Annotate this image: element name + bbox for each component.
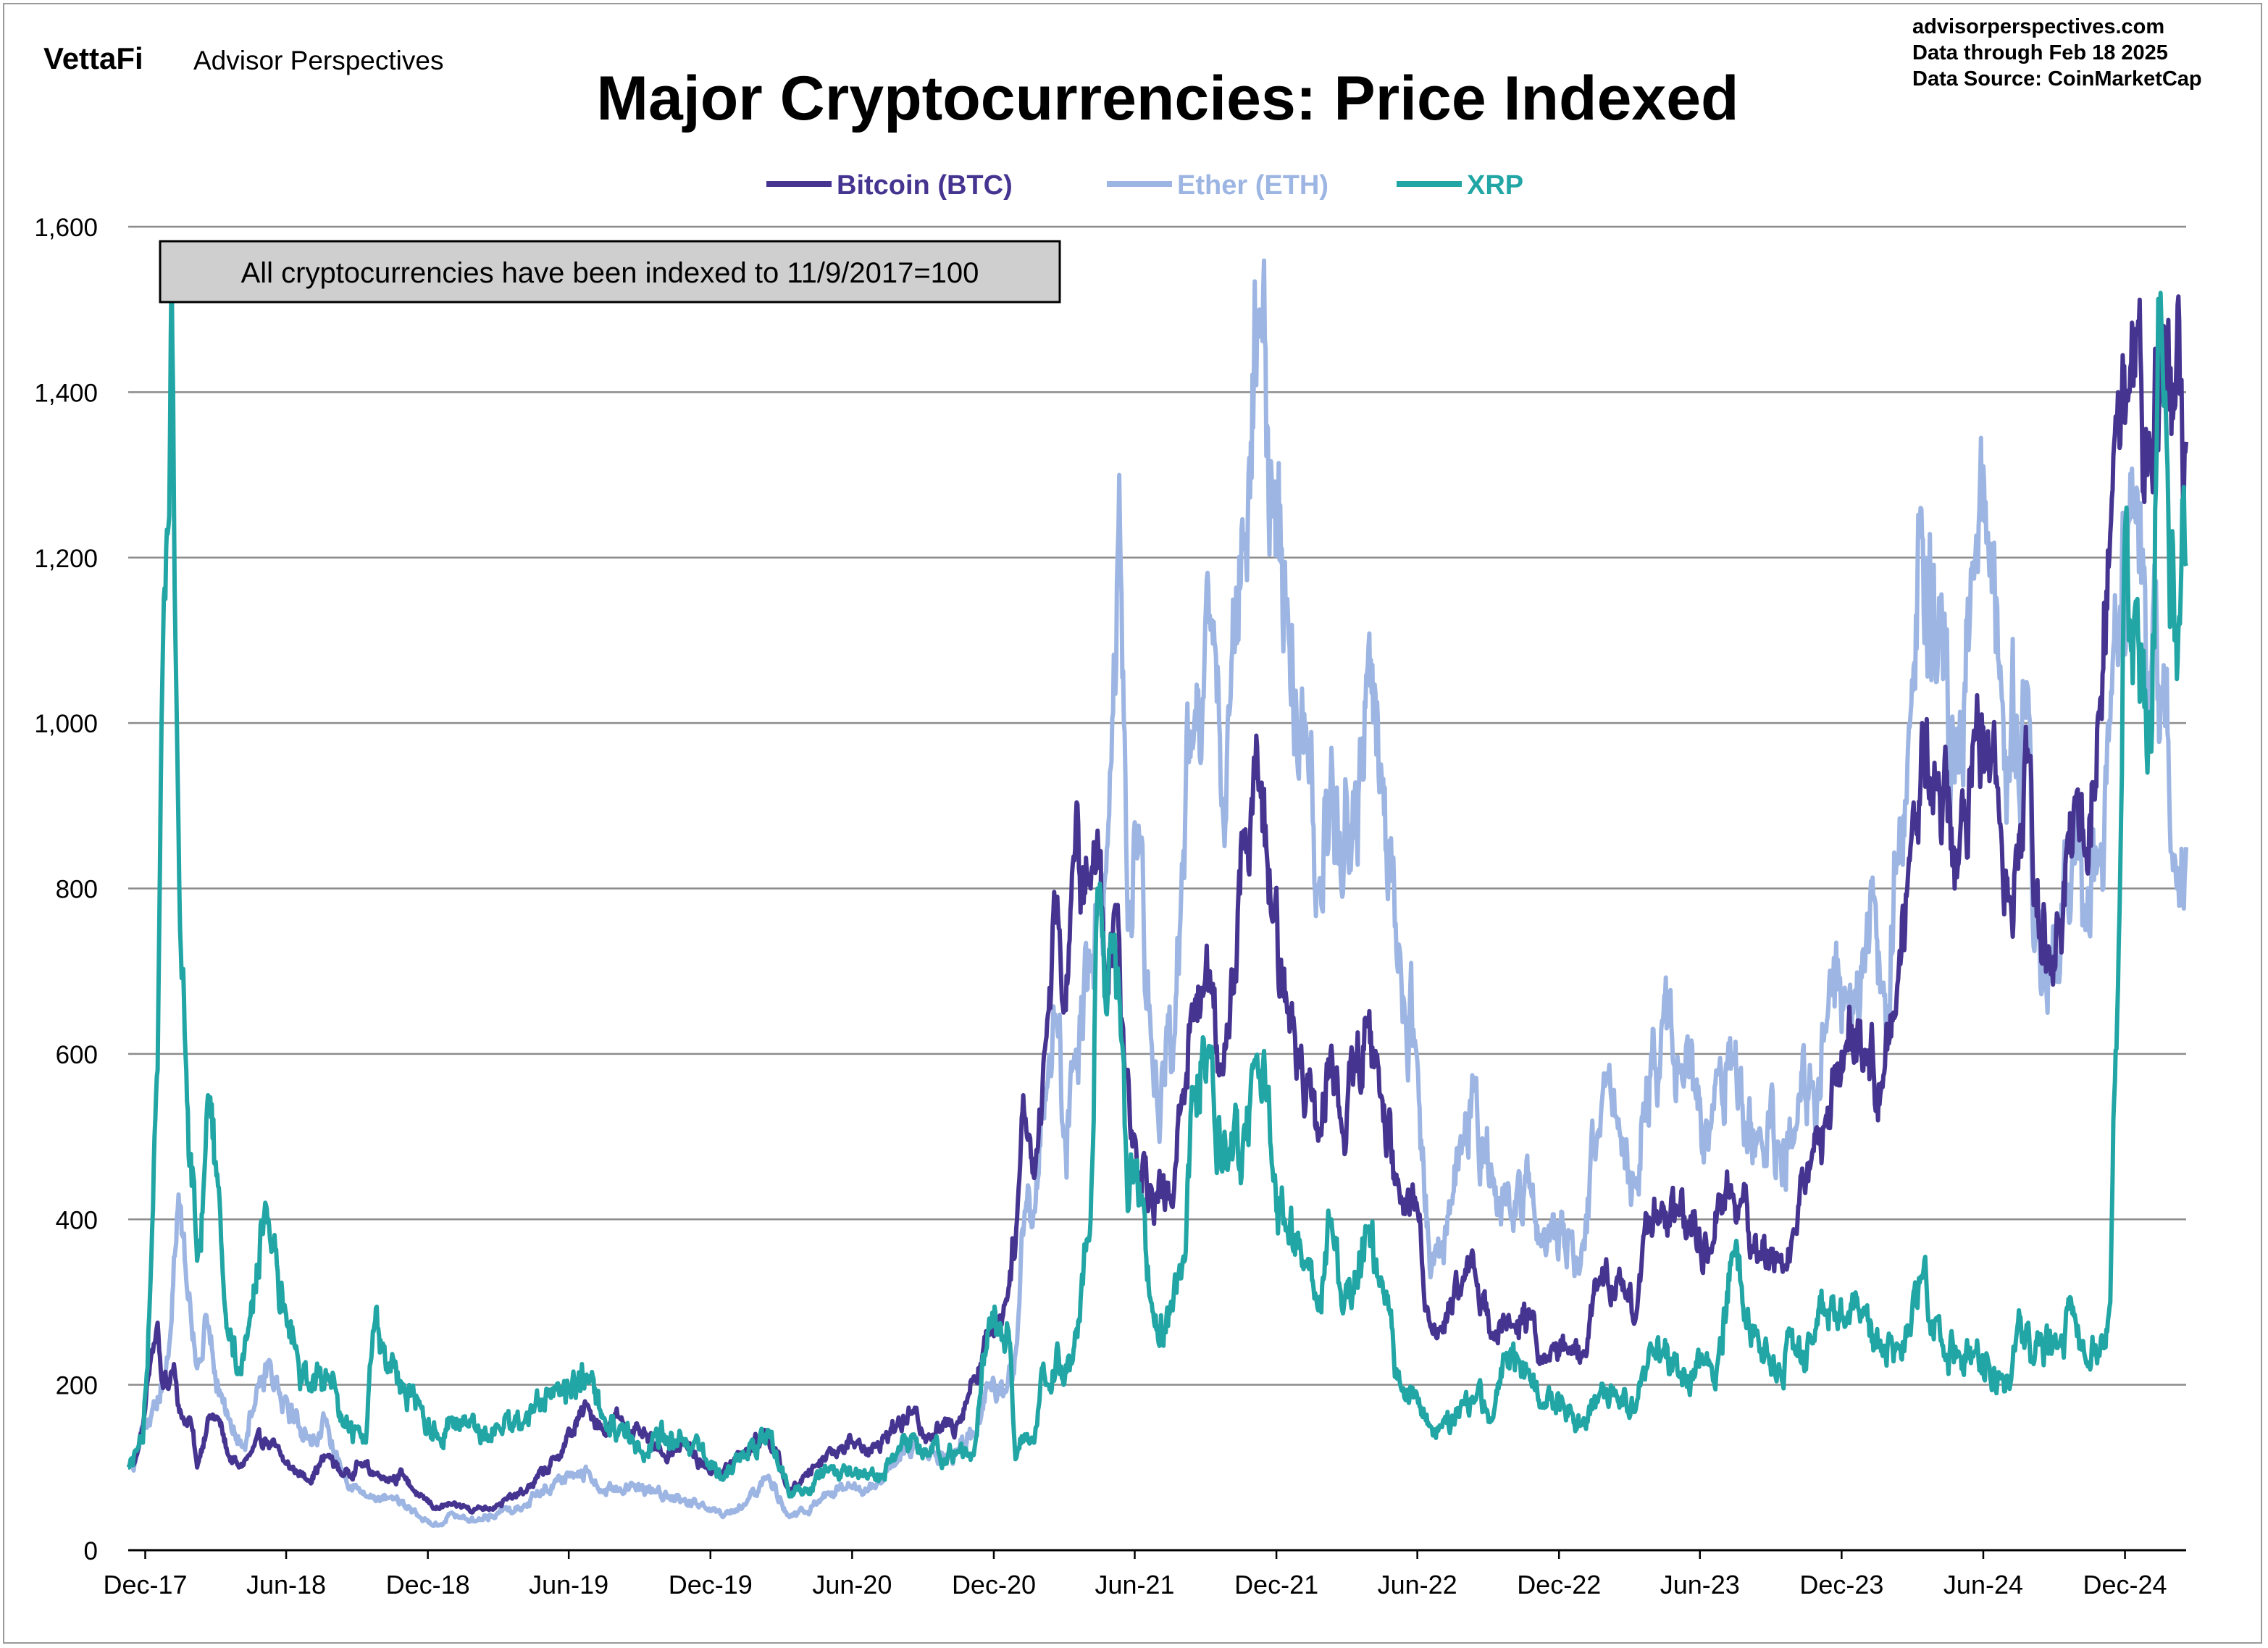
data-through: Data through Feb 18 2025 <box>1912 41 2168 64</box>
y-tick-label: 1,600 <box>34 214 98 242</box>
legend-label: XRP <box>1467 170 1523 201</box>
x-tick-label: Dec-24 <box>2083 1570 2167 1599</box>
series-line-bitcoin-btc <box>126 294 2188 1515</box>
legend: Bitcoin (BTC) Ether (ETH) XRP <box>766 170 1523 201</box>
x-tick-label: Jun-22 <box>1378 1570 1457 1599</box>
x-tick-label: Jun-24 <box>1943 1570 2023 1599</box>
legend-label: Ether (ETH) <box>1177 170 1328 201</box>
y-tick-label: 1,200 <box>34 545 98 573</box>
source-url: advisorperspectives.com <box>1912 15 2164 38</box>
x-tick-label: Dec-21 <box>1234 1570 1318 1599</box>
annotation-text: All cryptocurrencies have been indexed t… <box>241 257 979 289</box>
x-tick-label: Dec-19 <box>669 1570 753 1599</box>
chart-title: Major Cryptocurrencies: Price Indexed <box>596 64 1738 133</box>
vettafi-logo: VettaFi <box>43 41 143 75</box>
series-lines <box>126 258 2188 1528</box>
legend-label: Bitcoin (BTC) <box>837 170 1013 201</box>
y-tick-label: 200 <box>56 1372 98 1400</box>
x-tick-label: Dec-23 <box>1799 1570 1883 1599</box>
site-name: Advisor Perspectives <box>193 46 443 75</box>
data-source: Data Source: CoinMarketCap <box>1912 67 2202 91</box>
y-tick-label: 400 <box>56 1206 98 1234</box>
x-axis-ticks: Dec-17 Jun-18 Dec-18 Jun-19 Dec-19 Jun-20 Dec-… <box>103 1550 2167 1599</box>
y-axis-ticks: 0 200 400 600 800 1,000 1,200 1,400 1,600 <box>34 214 98 1565</box>
y-tick-label: 0 <box>84 1537 98 1565</box>
series-line-ether-eth <box>127 258 2188 1528</box>
series-line-xrp <box>127 262 2188 1499</box>
y-tick-label: 800 <box>56 876 98 904</box>
y-tick-label: 1,400 <box>34 379 98 407</box>
annotation-background <box>159 240 1061 304</box>
x-tick-label: Jun-21 <box>1095 1570 1174 1599</box>
x-tick-label: Dec-17 <box>103 1570 187 1599</box>
annotation-box: All cryptocurrencies have been indexed t… <box>159 240 1061 304</box>
x-tick-label: Jun-19 <box>529 1570 608 1599</box>
x-tick-label: Jun-23 <box>1660 1570 1740 1599</box>
x-tick-label: Dec-20 <box>952 1570 1036 1599</box>
x-tick-label: Jun-18 <box>246 1570 326 1599</box>
x-tick-label: Dec-22 <box>1517 1570 1601 1599</box>
x-tick-label: Jun-20 <box>812 1570 892 1599</box>
y-tick-label: 600 <box>56 1041 98 1069</box>
x-tick-label: Dec-18 <box>386 1570 470 1599</box>
y-tick-label: 1,000 <box>34 710 98 738</box>
gridlines <box>128 225 2186 1552</box>
